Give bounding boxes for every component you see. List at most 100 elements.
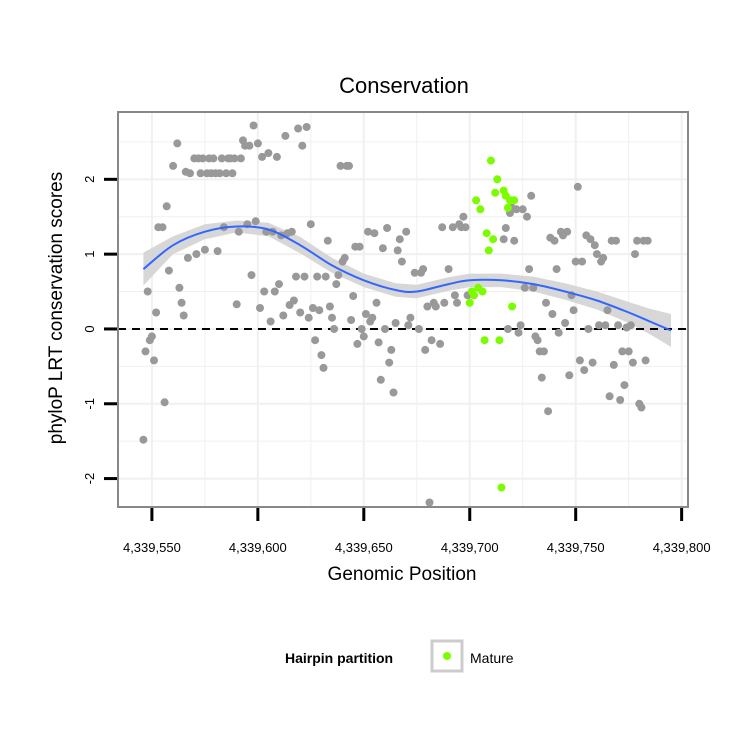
other-point — [357, 325, 366, 333]
other-point — [395, 235, 404, 244]
other-point — [228, 169, 237, 178]
other-point — [281, 131, 290, 140]
mature-point — [495, 336, 504, 345]
other-point — [580, 366, 589, 375]
data-points-layer — [139, 121, 652, 507]
other-point — [355, 242, 364, 251]
other-point — [631, 250, 639, 259]
other-point — [158, 223, 167, 232]
other-point — [359, 332, 368, 341]
other-point — [565, 371, 574, 380]
other-point — [217, 154, 226, 163]
other-point — [427, 336, 436, 345]
other-point — [573, 182, 582, 191]
confidence-ribbon — [143, 220, 671, 347]
other-point — [603, 306, 612, 315]
other-point — [364, 227, 372, 236]
other-point — [251, 217, 260, 226]
mature-point — [503, 203, 512, 212]
other-point — [616, 396, 625, 404]
other-point — [294, 124, 303, 133]
other-point — [554, 328, 563, 337]
other-point — [236, 154, 245, 163]
other-point — [516, 321, 525, 330]
other-point — [169, 161, 178, 170]
other-point — [353, 339, 362, 348]
other-point — [177, 298, 186, 307]
other-point — [612, 236, 620, 245]
other-point — [340, 253, 349, 262]
other-point — [347, 316, 356, 324]
mature-point — [470, 291, 478, 300]
other-point — [186, 169, 194, 178]
mature-point — [508, 302, 517, 311]
other-point — [152, 308, 161, 317]
other-point — [298, 141, 307, 150]
other-point — [374, 338, 383, 347]
other-point — [544, 407, 553, 416]
other-point — [552, 265, 561, 274]
other-point — [230, 154, 239, 163]
other-point — [453, 298, 461, 307]
other-point — [300, 272, 309, 281]
other-point — [311, 336, 320, 345]
other-point — [520, 283, 529, 292]
other-point — [510, 236, 519, 245]
x-tick-label: 4,339,600 — [229, 540, 287, 555]
other-point — [245, 141, 254, 150]
other-point — [139, 435, 148, 444]
other-point — [275, 280, 283, 289]
other-point — [571, 257, 580, 266]
other-point — [637, 403, 646, 412]
other-point — [563, 227, 572, 236]
other-point — [330, 325, 339, 333]
other-point — [503, 325, 512, 333]
x-tick-label: 4,339,700 — [441, 540, 499, 555]
other-point — [514, 328, 523, 337]
other-point — [575, 356, 584, 365]
other-point — [643, 236, 652, 245]
legend-mature-label: Mature — [470, 650, 514, 666]
other-point — [410, 268, 419, 277]
other-point — [302, 123, 311, 131]
other-point — [336, 161, 345, 170]
other-point — [542, 298, 550, 307]
other-point — [196, 169, 205, 178]
smooth-line-layer — [142, 225, 672, 332]
other-point — [162, 202, 171, 211]
other-point — [192, 250, 201, 259]
mature-point — [472, 196, 481, 205]
other-point — [512, 205, 521, 214]
other-point — [423, 302, 432, 311]
other-point — [260, 287, 269, 296]
legend-mature-marker — [443, 652, 451, 660]
other-point — [264, 149, 273, 158]
x-tick-label: 4,339,550 — [123, 540, 181, 555]
other-point — [270, 287, 279, 296]
other-point — [332, 280, 341, 289]
other-point — [200, 245, 209, 254]
other-point — [461, 223, 470, 232]
other-point — [529, 283, 538, 292]
other-point — [164, 266, 173, 275]
other-point — [175, 283, 184, 292]
other-point — [595, 321, 603, 330]
other-point — [450, 291, 459, 300]
mature-point — [493, 175, 502, 184]
other-point — [383, 224, 392, 232]
other-point — [626, 321, 635, 330]
other-point — [633, 236, 642, 245]
other-point — [425, 498, 434, 507]
mature-point — [497, 483, 506, 492]
other-point — [315, 306, 324, 315]
other-point — [150, 356, 158, 365]
other-point — [376, 375, 385, 384]
other-point — [249, 121, 258, 130]
chart-title: Conservation — [339, 73, 469, 98]
other-point — [628, 358, 637, 367]
other-point — [222, 169, 231, 178]
y-axis-label: phyloP LRT conservation scores — [46, 172, 67, 445]
other-point — [641, 356, 650, 365]
other-point — [537, 373, 546, 382]
mature-point — [476, 205, 485, 214]
